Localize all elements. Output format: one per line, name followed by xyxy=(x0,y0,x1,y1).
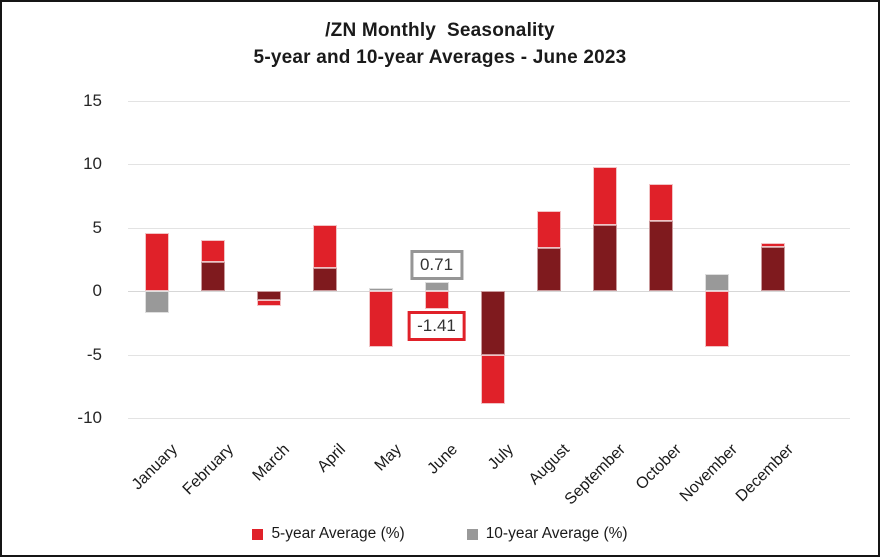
annotation-5yr-june: -1.41 xyxy=(407,310,466,341)
x-axis-label-february: February xyxy=(179,441,237,499)
bar-5yr-june xyxy=(424,291,449,309)
bar-5yr-january xyxy=(144,232,169,291)
gridline-y10 xyxy=(128,164,850,165)
x-axis-label-november: November xyxy=(676,441,741,506)
bar-5yr-march xyxy=(256,299,281,307)
x-axis-label-march: March xyxy=(249,441,293,485)
chart-title-line2: 5-year and 10-year Averages - June 2023 xyxy=(253,46,627,68)
y-axis-tick-5: 5 xyxy=(92,217,102,237)
x-axis-label-july: July xyxy=(484,441,517,474)
gridline-y-10 xyxy=(128,418,850,419)
bar-overlap-august xyxy=(536,247,561,291)
bar-overlap-march xyxy=(256,291,281,300)
legend-label-10yr: 10-year Average (%) xyxy=(485,525,628,542)
bar-5yr-september xyxy=(592,166,617,225)
legend-item-5yr: 5-year Average (%) xyxy=(252,525,405,543)
x-axis-label-january: January xyxy=(128,441,181,494)
gridline-y15 xyxy=(128,100,850,102)
bar-10yr-november xyxy=(704,274,729,291)
bar-overlap-september xyxy=(592,224,617,291)
legend-item-10yr: 10-year Average (%) xyxy=(466,525,628,543)
bar-overlap-july xyxy=(480,291,505,355)
bar-overlap-october xyxy=(648,221,673,291)
legend-label-5yr: 5-year Average (%) xyxy=(271,525,405,542)
y-axis-tick--10: -10 xyxy=(77,408,102,427)
x-axis-label-december: December xyxy=(732,441,797,506)
legend-swatch-gray-icon xyxy=(466,528,478,540)
bar-5yr-december xyxy=(760,242,785,247)
legend-swatch-red-icon xyxy=(252,528,264,540)
bar-overlap-april xyxy=(312,268,337,291)
bar-10yr-january xyxy=(144,291,169,313)
bar-5yr-november xyxy=(704,291,729,347)
chart-title: /ZN Monthly Seasonality 5-year and 10-ye… xyxy=(2,18,878,72)
bar-5yr-july xyxy=(480,354,505,405)
bar-10yr-may xyxy=(368,288,393,291)
gridline-y5 xyxy=(128,227,850,229)
x-axis-label-august: August xyxy=(525,441,573,489)
legend: 5-year Average (%) 10-year Average (%) xyxy=(2,525,878,543)
bar-10yr-june xyxy=(424,281,449,291)
y-axis-tick--5: -5 xyxy=(86,344,102,364)
annotation-10yr-june: 0.71 xyxy=(409,249,464,280)
bar-5yr-october xyxy=(648,184,673,222)
x-axis-label-april: April xyxy=(313,441,349,476)
bar-5yr-february xyxy=(200,240,225,262)
y-axis-tick-0: 0 xyxy=(92,281,102,300)
x-axis-label-june: June xyxy=(423,441,461,478)
y-axis-tick-10: 10 xyxy=(83,154,102,173)
bar-5yr-august xyxy=(536,210,561,248)
chart-title-line1: /ZN Monthly Seasonality xyxy=(325,20,555,41)
bar-5yr-may xyxy=(368,291,393,347)
y-axis-tick-15: 15 xyxy=(83,90,102,110)
x-axis-label-october: October xyxy=(632,441,685,494)
bar-5yr-april xyxy=(312,224,337,269)
bar-overlap-february xyxy=(200,261,225,291)
x-axis-label-may: May xyxy=(371,441,405,475)
bar-overlap-december xyxy=(760,246,785,291)
